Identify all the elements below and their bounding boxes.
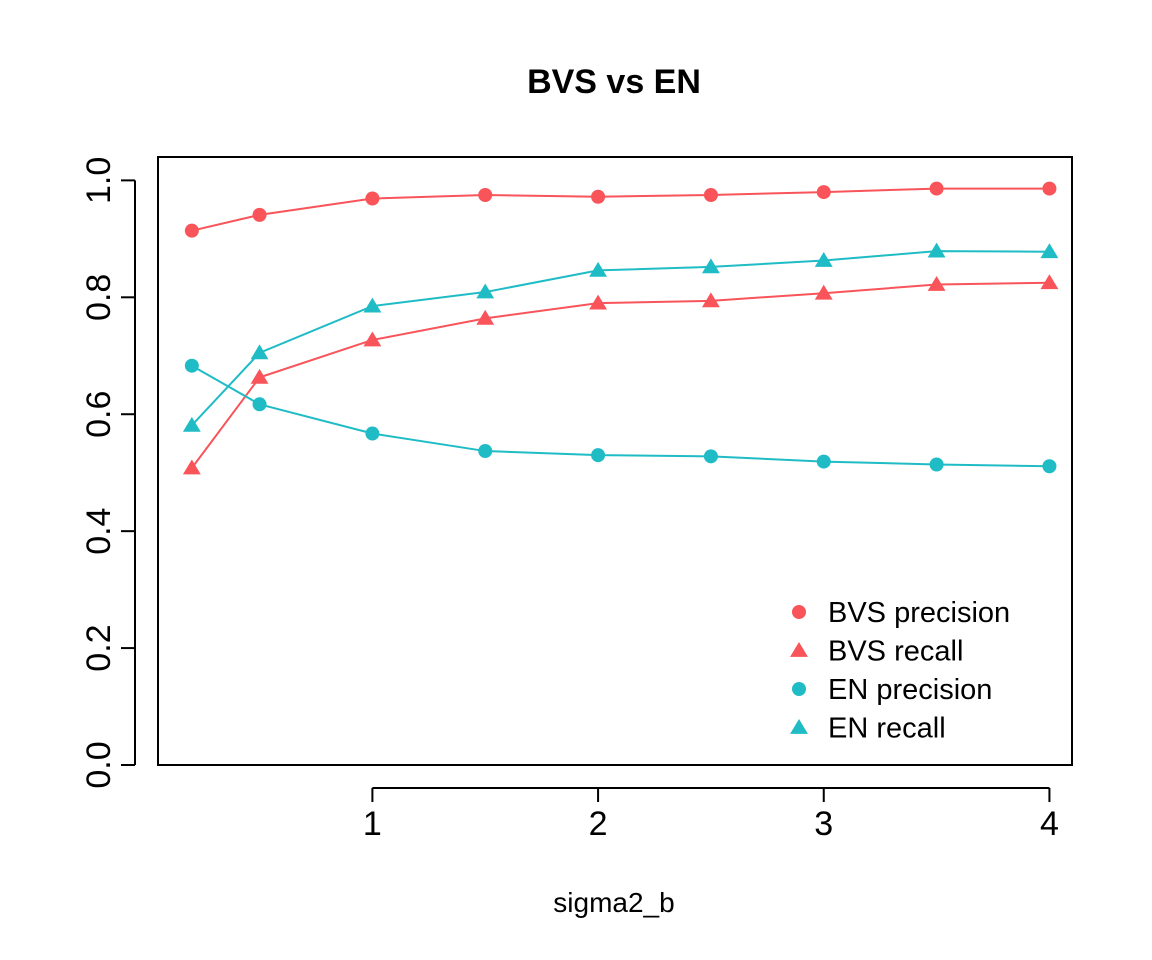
legend: BVS precision BVS recall EN precision EN re…	[790, 597, 1010, 745]
data-point-bvs-recall	[182, 459, 201, 475]
data-point-en-recall	[589, 261, 607, 277]
x-tick-label: 2	[589, 805, 608, 843]
x-tick-label: 3	[814, 805, 833, 843]
data-point-en-precision	[703, 449, 718, 464]
chart-title: BVS vs EN	[527, 63, 701, 101]
data-point-bvs-precision	[591, 189, 606, 204]
y-tick-label: 1.0	[80, 157, 118, 204]
data-point-bvs-precision	[365, 191, 380, 206]
series-bvs-precision	[184, 181, 1057, 238]
legend-marker-bvs-recall	[790, 642, 808, 657]
data-point-en-precision	[816, 454, 831, 469]
data-point-en-recall	[476, 283, 495, 299]
legend-marker-en-precision	[792, 682, 806, 696]
series-en-recall	[182, 242, 1059, 432]
data-point-bvs-recall	[701, 292, 720, 308]
data-point-en-precision	[184, 358, 199, 373]
plot-frame	[157, 156, 1073, 766]
legend-item-bvs-precision: BVS precision	[792, 597, 1010, 629]
data-point-en-recall	[363, 297, 382, 313]
y-tick-label: 0.4	[80, 508, 118, 555]
data-point-bvs-precision	[703, 188, 718, 202]
data-point-bvs-precision	[816, 185, 831, 200]
y-tick-label: 0.2	[80, 624, 118, 671]
x-tick-label: 4	[1040, 805, 1059, 843]
legend-marker-en-recall	[790, 719, 808, 734]
legend-label: BVS precision	[828, 597, 1010, 629]
legend-label: EN recall	[828, 713, 946, 745]
data-point-en-recall	[182, 416, 201, 432]
data-point-en-recall	[927, 242, 946, 258]
data-point-bvs-precision	[1042, 181, 1057, 196]
x-tick-label: 1	[363, 805, 382, 843]
data-point-en-precision	[591, 448, 606, 463]
data-point-bvs-recall	[250, 368, 269, 384]
data-point-bvs-precision	[252, 207, 267, 222]
y-tick-label: 0.0	[80, 741, 118, 788]
data-point-en-precision	[252, 397, 267, 412]
data-point-en-recall	[250, 344, 269, 360]
y-axis: 0.0 0.2 0.4 0.6 0.8 1.0	[80, 157, 136, 789]
data-point-bvs-recall	[476, 309, 495, 325]
data-point-en-precision	[1042, 459, 1057, 474]
data-point-bvs-recall	[363, 331, 382, 347]
x-axis: 1 2 3 4	[363, 787, 1059, 843]
legend-item-en-precision: EN precision	[792, 674, 992, 706]
data-point-bvs-recall	[814, 284, 833, 300]
y-tick-label: 0.8	[80, 274, 118, 321]
data-point-bvs-recall	[927, 275, 946, 291]
y-tick-label: 0.6	[80, 391, 118, 438]
legend-item-en-recall: EN recall	[790, 713, 946, 745]
data-point-en-recall	[1040, 243, 1059, 259]
legend-label: EN precision	[828, 674, 992, 706]
legend-item-bvs-recall: BVS recall	[790, 636, 963, 668]
data-point-bvs-precision	[929, 181, 944, 196]
data-point-bvs-precision	[478, 188, 493, 202]
data-point-en-recall	[814, 251, 833, 267]
data-point-bvs-recall	[1040, 274, 1059, 290]
data-point-en-precision	[929, 457, 944, 472]
legend-marker-bvs-precision	[792, 605, 806, 619]
data-point-en-precision	[478, 444, 493, 459]
legend-label: BVS recall	[828, 636, 963, 668]
series-bvs-recall	[182, 274, 1059, 475]
data-point-en-precision	[365, 426, 380, 441]
data-point-bvs-recall	[589, 294, 607, 310]
x-axis-label: sigma2_b	[553, 887, 674, 918]
data-point-en-recall	[701, 258, 720, 274]
data-point-bvs-precision	[184, 223, 199, 238]
series-en-precision	[184, 358, 1057, 474]
series-layer	[182, 181, 1059, 475]
